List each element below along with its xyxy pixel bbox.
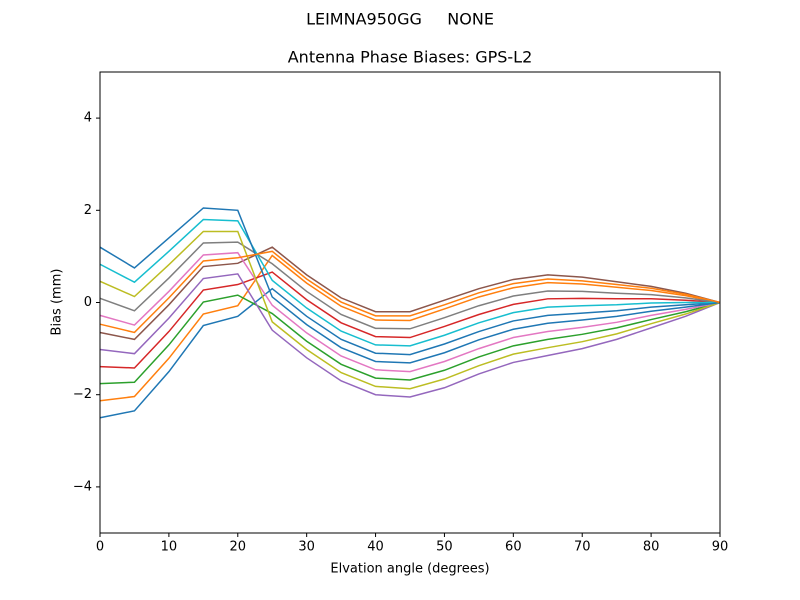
x-tick-label: 20: [230, 540, 247, 555]
x-tick-label: 60: [505, 540, 522, 555]
x-tick-label: 70: [574, 540, 591, 555]
x-axis-label: Elvation angle (degrees): [330, 562, 489, 577]
x-tick-label: 50: [436, 540, 453, 555]
y-tick-label: 2: [84, 203, 92, 218]
y-tick-label: 4: [84, 111, 92, 126]
x-tick-label: 90: [712, 540, 729, 555]
series-line: [99, 294, 721, 385]
series-line: [99, 250, 721, 334]
x-tick-label: 10: [161, 540, 178, 555]
x-tick-label: 80: [643, 540, 660, 555]
series-line: [99, 273, 721, 398]
x-tick-label: 30: [298, 540, 315, 555]
series-line: [99, 251, 721, 373]
y-tick-label: −2: [73, 387, 92, 402]
series-line: [99, 287, 721, 419]
series-line: [99, 230, 721, 390]
series-line: [99, 241, 721, 330]
suptitle: LEIMNA950GG NONE: [306, 10, 494, 29]
y-tick-label: 0: [84, 295, 92, 310]
series-line: [99, 246, 721, 341]
series-line: [99, 207, 721, 364]
y-axis-label: Bias (mm): [50, 269, 65, 336]
series-line: [99, 218, 720, 347]
series-line: [99, 271, 721, 369]
y-tick-label: −4: [73, 479, 92, 494]
plot-area: [99, 207, 721, 419]
x-tick-label: 0: [96, 540, 104, 555]
x-tick-label: 40: [367, 540, 384, 555]
chart-title: Antenna Phase Biases: GPS-L2: [288, 48, 533, 67]
series-line: [99, 254, 721, 402]
